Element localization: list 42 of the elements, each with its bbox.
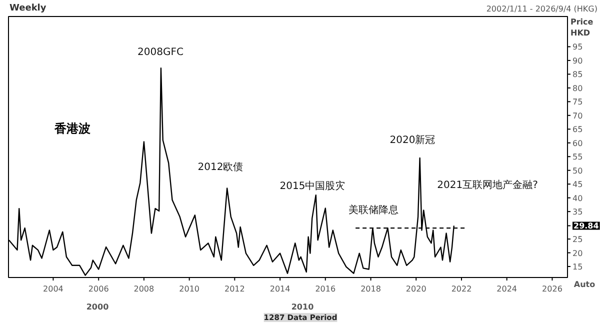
annotation: 2008GFC (138, 47, 184, 58)
y-axis-title: Price HKD (570, 18, 594, 38)
annotation: 香港波 (54, 122, 92, 136)
y-tick-label: 35 (572, 208, 583, 217)
y-tick-label: 80 (572, 84, 583, 93)
x-tick-label: 2014 (270, 284, 290, 294)
y-tick-label: 29.84 (574, 222, 600, 231)
x-tick-label: 2012 (224, 284, 245, 294)
y-tick-label: 55 (572, 152, 583, 162)
x-tick-label: 2016 (315, 284, 336, 294)
y-tick-label: 85 (572, 70, 583, 80)
y-tick-label: 15 (572, 262, 583, 272)
x-tick-label: 2018 (360, 284, 381, 294)
annotation: 2015中国股灾 (280, 180, 346, 192)
annotation: 2021互联网地产金融? (437, 179, 538, 191)
x-tick-label: 2022 (451, 284, 472, 294)
text: 2010 (291, 302, 314, 312)
y-tick-label: 90 (572, 56, 583, 66)
annotation: 2012欧债 (198, 162, 244, 173)
x-tick-label: 2010 (179, 284, 200, 294)
y-tick-label: 95 (572, 42, 583, 52)
y-tick-label: 45 (572, 180, 583, 190)
y-tick-label: 50 (572, 166, 583, 176)
y-tick-label: 65 (572, 125, 583, 134)
y-tick-label: 40 (572, 194, 583, 203)
x-tick-label: 2020 (406, 284, 426, 294)
x-tick-label: 2004 (43, 284, 64, 294)
x-tick-label: 2006 (88, 284, 109, 294)
annotation: 美联储降息 (348, 204, 398, 216)
y-tick-label: 70 (572, 111, 583, 120)
chart-title: Weekly (10, 4, 46, 14)
x-tick-label: 2024 (496, 284, 518, 294)
y-tick-label: 25 (572, 235, 583, 244)
x-tick-label: 2026 (542, 284, 562, 294)
y-tick-label: 60 (572, 138, 583, 148)
annotation: 2020新冠 (390, 134, 436, 146)
y-tick-label: 20 (572, 248, 583, 258)
text: Auto (574, 280, 596, 289)
y-tick-label: 75 (572, 98, 583, 107)
x-tick-label: 2008 (134, 284, 154, 294)
chart-subtitle: 2002/1/11 - 2026/9/4 (HKG) (486, 4, 598, 14)
text: 2000 (86, 302, 110, 312)
